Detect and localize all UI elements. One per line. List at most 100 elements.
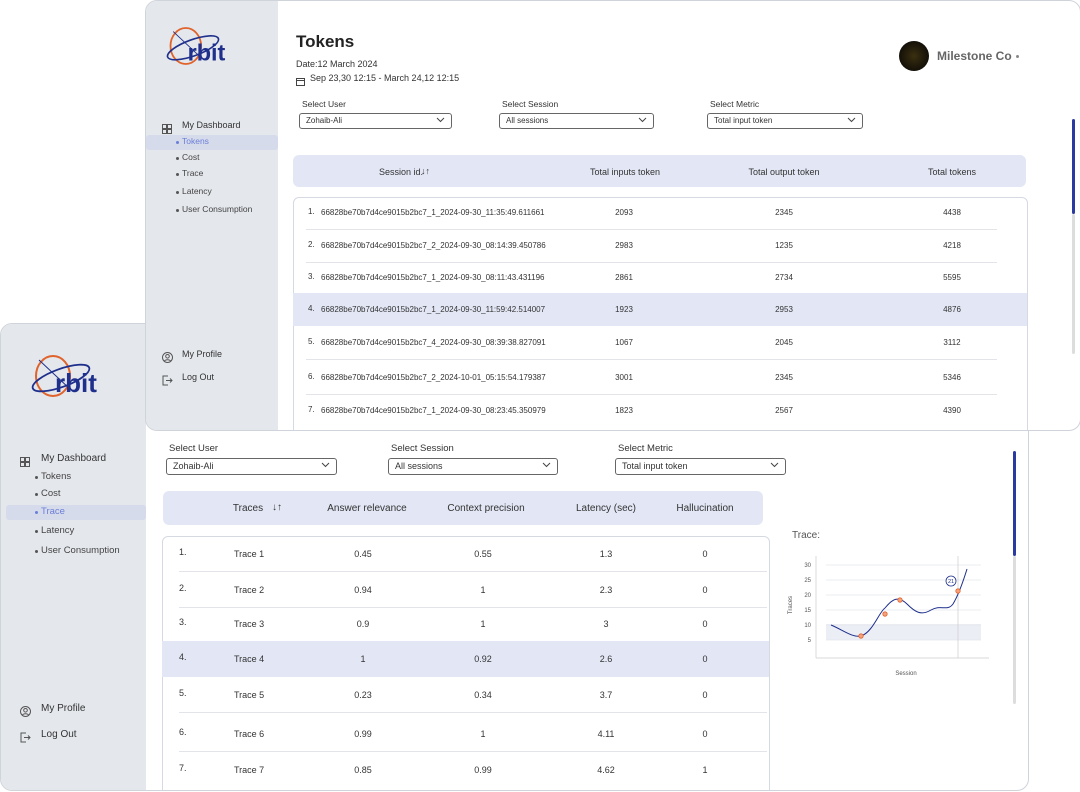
session-id: 66828be70b7d4ce9015b2bc7_1_2024-09-30_08… [321, 406, 546, 415]
nav-item[interactable]: Latency [41, 525, 75, 536]
cell: 1.3 [599, 549, 613, 559]
column-header: Total output token [748, 167, 820, 177]
logo-text: rbit [55, 368, 97, 398]
cell: 0 [702, 585, 708, 595]
nav-item[interactable]: User Consumption [41, 545, 120, 556]
trace-name: Trace 7 [234, 765, 265, 775]
y-tick-label: 25 [804, 578, 811, 584]
nav-logout[interactable]: Log Out [182, 372, 215, 382]
cell: 0 [702, 619, 708, 629]
nav-logout[interactable]: Log Out [41, 729, 77, 740]
cell: 1 [480, 729, 486, 739]
column-header: Context precision [447, 503, 525, 514]
cell: 0.9 [356, 619, 370, 629]
row-index: 2. [179, 583, 187, 593]
cell: 1 [702, 765, 708, 775]
session-id: 66828be70b7d4ce9015b2bc7_2_2024-10-01_05… [321, 373, 546, 382]
chevron [436, 117, 445, 123]
sidebar: rbit My Dashboard Tokens Cost Trace Latency Us… [1, 324, 146, 790]
bullet [176, 173, 179, 176]
logo-text: rbit [188, 39, 226, 65]
row-separator [179, 751, 767, 752]
nav-profile[interactable]: My Profile [41, 703, 86, 714]
select-value: All sessions [395, 461, 443, 471]
text: Date:12 March 2024 [296, 59, 378, 69]
cell: 3 [603, 619, 609, 629]
nav-item[interactable]: Trace [41, 506, 65, 517]
cell: 1 [480, 619, 486, 629]
text: Select User [302, 99, 346, 109]
nav-active [6, 505, 146, 520]
bullet [176, 209, 179, 212]
nav-item[interactable]: Latency [182, 186, 212, 196]
cell: 0.85 [354, 765, 372, 775]
select-dropdown[interactable]: Zohaib-Ali [299, 113, 452, 129]
select-dropdown[interactable]: All sessions [499, 113, 654, 129]
trace-point [858, 633, 864, 639]
select-dropdown[interactable]: Total input token [707, 113, 863, 129]
cell: 2567 [775, 406, 793, 415]
select-value: Total input token [622, 461, 688, 471]
trace-name: Trace 4 [234, 654, 265, 664]
cell: 2345 [775, 373, 793, 382]
chart-title: Trace: [792, 530, 820, 541]
cell: 0.55 [474, 549, 492, 559]
cell: 1235 [775, 241, 793, 250]
cell: 1823 [615, 406, 633, 415]
avatar [899, 41, 929, 71]
sort-icon: ↓↑ [421, 166, 430, 176]
cell: 4218 [943, 241, 961, 250]
profile-icon [162, 350, 173, 368]
cell: 2093 [615, 208, 633, 217]
text: Select Metric [710, 99, 760, 109]
y-tick-label: 15 [804, 608, 811, 614]
select-dropdown[interactable]: All sessions [388, 458, 558, 475]
annotation-badge [945, 575, 957, 587]
scrollbar [1072, 119, 1075, 214]
logout-icon [162, 373, 173, 391]
cell: 3.7 [599, 690, 613, 700]
back-window: rbit My Dashboard Tokens Cost Trace Latency Us… [145, 0, 1080, 431]
bullet [176, 141, 179, 144]
cell: 0.92 [474, 654, 492, 664]
scrollbar [1013, 451, 1016, 556]
dashboard-icon [20, 454, 30, 467]
row-index: 4. [308, 304, 315, 313]
session-id: 66828be70b7d4ce9015b2bc7_2_2024-09-30_08… [321, 241, 546, 250]
trace-name: Trace 3 [234, 619, 265, 629]
nav-item[interactable]: Cost [41, 488, 61, 499]
table-header [163, 491, 763, 525]
nav-item[interactable]: Tokens [182, 136, 209, 146]
nav-profile[interactable]: My Profile [182, 349, 223, 359]
select-dropdown[interactable]: Total input token [615, 458, 786, 475]
row-index: 3. [308, 272, 315, 281]
nav-item[interactable]: Trace [182, 168, 204, 178]
text: Select User [169, 443, 219, 454]
session-id: 66828be70b7d4ce9015b2bc7_1_2024-09-30_11… [321, 208, 545, 217]
scroll-track [1072, 214, 1075, 354]
nav-dashboard[interactable]: My Dashboard [182, 120, 241, 130]
session-id: 66828be70b7d4ce9015b2bc7_4_2024-09-30_08… [321, 338, 546, 347]
org-menu-dot[interactable] [1016, 55, 1019, 58]
cell: 0 [702, 729, 708, 739]
cell: 0 [702, 549, 708, 559]
cell: 0.45 [354, 549, 372, 559]
row-index: 3. [179, 617, 187, 627]
column-header[interactable]: Session id. [378, 167, 424, 177]
logout-icon [20, 730, 31, 748]
shaded-band [826, 624, 981, 640]
column-header[interactable]: Traces [232, 503, 264, 514]
nav-item[interactable]: Tokens [41, 471, 72, 482]
cell: 1 [360, 654, 366, 664]
bullet [176, 157, 179, 160]
cell: 0.99 [354, 729, 372, 739]
orbit [31, 363, 91, 393]
cell: 0.23 [354, 690, 372, 700]
nav-item[interactable]: Cost [182, 152, 200, 162]
nav-item[interactable]: User Consumption [182, 204, 253, 214]
nav-dashboard[interactable]: My Dashboard [41, 453, 107, 464]
select-dropdown[interactable]: Zohaib-Ali [166, 458, 337, 475]
row-separator [306, 394, 997, 395]
orbit [172, 31, 203, 59]
